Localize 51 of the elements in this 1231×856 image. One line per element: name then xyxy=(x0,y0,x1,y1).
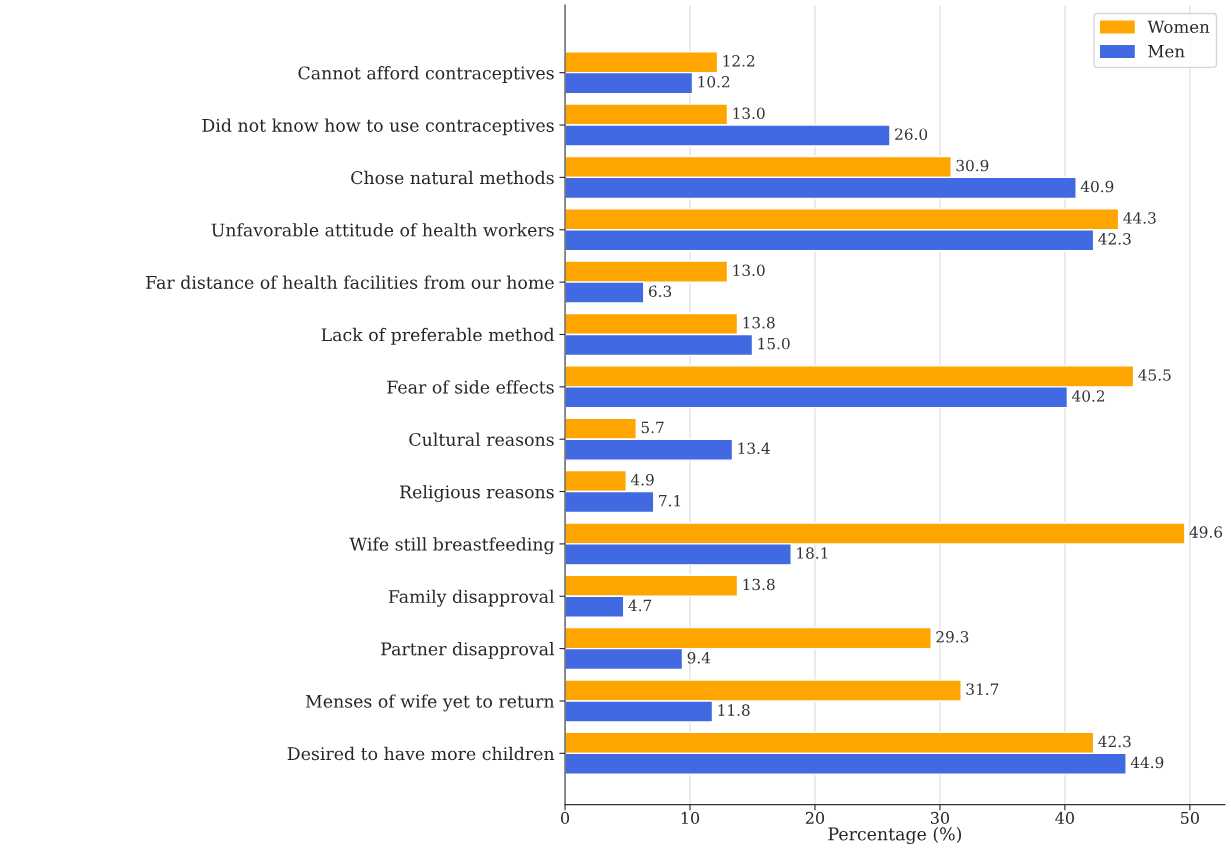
data-label: 13.4 xyxy=(738,442,770,455)
y-tick-label: Wife still breastfeeding xyxy=(349,537,555,555)
data-label: 13.0 xyxy=(733,264,765,277)
x-tick-label: 10 xyxy=(681,811,700,824)
data-label: 6.3 xyxy=(648,285,672,298)
y-tick-label: Unfavorable attitude of health workers xyxy=(211,223,554,237)
data-label: 40.2 xyxy=(1072,390,1105,402)
data-label: 29.3 xyxy=(936,631,969,643)
y-tick-label: Desired to have more children xyxy=(287,746,555,761)
data-label: 44.3 xyxy=(1123,212,1156,224)
data-label: 5.7 xyxy=(641,421,664,434)
x-tick-label: 30 xyxy=(930,811,950,824)
legend-label: Women xyxy=(1147,20,1210,34)
x-tick-label: 40 xyxy=(1055,811,1074,824)
y-tick-label: Lack of preferable method xyxy=(321,327,555,345)
y-tick-label: Family disapproval xyxy=(388,589,555,607)
data-label: 49.6 xyxy=(1189,526,1223,538)
data-label: 42.3 xyxy=(1098,233,1131,245)
y-tick-label: Fear of side effects xyxy=(387,380,554,394)
data-label: 4.7 xyxy=(628,599,652,612)
y-tick-label: Did not know how to use contraceptives xyxy=(202,118,554,136)
data-label: 44.9 xyxy=(1130,756,1164,769)
data-label: 31.7 xyxy=(966,683,999,695)
legend-label: Men xyxy=(1148,45,1185,58)
data-label: 9.4 xyxy=(687,651,711,664)
data-label: 42.3 xyxy=(1098,735,1131,748)
x-tick-label: 0 xyxy=(561,811,570,824)
x-tick-label: 50 xyxy=(1181,811,1199,824)
data-label: 18.1 xyxy=(797,547,828,559)
x-tick-label: 20 xyxy=(805,811,825,824)
data-label: 13.8 xyxy=(743,316,775,329)
data-label: 10.2 xyxy=(698,76,730,88)
data-label: 7.1 xyxy=(659,494,681,507)
data-label: 26.0 xyxy=(895,128,928,140)
data-label: 13.8 xyxy=(743,578,775,591)
y-tick-label: Menses of wife yet to return xyxy=(305,694,555,712)
data-label: 45.5 xyxy=(1138,369,1171,381)
y-tick-label: Far distance of health facilities from our home xyxy=(146,275,554,289)
x-axis-title: Percentage (%) xyxy=(828,827,962,845)
data-label: 13.0 xyxy=(733,107,765,119)
y-tick-label: Chose natural methods xyxy=(351,170,554,185)
y-tick-label: Cannot afford contraceptives xyxy=(298,66,554,83)
y-tick-label: Religious reasons xyxy=(400,484,554,502)
y-tick-label: Cultural reasons xyxy=(409,432,554,447)
data-label: 40.9 xyxy=(1080,180,1114,193)
data-label: 12.2 xyxy=(723,55,755,67)
data-label: 4.9 xyxy=(630,473,654,486)
data-label: 30.9 xyxy=(956,159,989,172)
y-tick-label: Partner disapproval xyxy=(381,642,555,659)
data-label: 15.0 xyxy=(758,337,790,350)
data-label: 11.8 xyxy=(718,704,750,716)
